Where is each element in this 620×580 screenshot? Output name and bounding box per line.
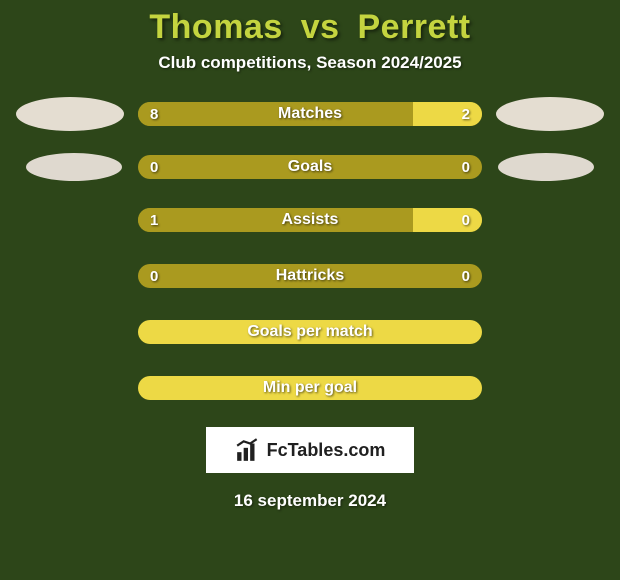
stat-label: Goals [138,155,482,179]
title-player1: Thomas [149,8,282,46]
stat-value-right: 0 [462,208,470,232]
stat-row: Goals per match [0,315,620,349]
stat-bar: Min per goal [138,376,482,400]
stat-label: Hattricks [138,264,482,288]
stat-rows: Matches82Goals00Assists10Hattricks00Goal… [0,97,620,405]
stat-value-left: 0 [150,155,158,179]
bar-chart-icon [235,437,261,463]
stat-value-right: 0 [462,155,470,179]
stat-row: Hattricks0 0 [0,259,620,293]
stat-bar: Goals per match [138,320,482,344]
subtitle: Club competitions, Season 2024/2025 [158,53,461,73]
stat-value-right: 0 [462,264,470,288]
stat-value-right: 2 [462,102,470,126]
stat-label: Matches [138,102,482,126]
title: Thomas vs Perrett [149,8,470,47]
stat-label: Min per goal [138,376,482,400]
stat-bar: Assists1 0 [138,208,482,232]
stat-row: Goals0 0 [0,153,620,181]
stat-label: Goals per match [138,320,482,344]
stat-row: Min per goal [0,371,620,405]
stat-bar: Goals0 0 [138,155,482,179]
title-vs: vs [301,8,340,46]
title-player2: Perrett [357,8,470,46]
team-marker-left [26,153,122,181]
team-marker-right [496,97,604,131]
comparison-infographic: Thomas vs Perrett Club competitions, Sea… [0,0,620,511]
logo-box: FcTables.com [206,427,414,473]
stat-bar: Hattricks0 0 [138,264,482,288]
stat-row: Assists1 0 [0,203,620,237]
team-marker-right [498,153,594,181]
date: 16 september 2024 [234,491,386,511]
stat-value-left: 0 [150,264,158,288]
stat-bar: Matches8 2 [138,102,482,126]
logo-text: FcTables.com [267,440,386,461]
stat-value-left: 1 [150,208,158,232]
stat-label: Assists [138,208,482,232]
stat-row: Matches8 2 [0,97,620,131]
team-marker-left [16,97,124,131]
stat-value-left: 8 [150,102,158,126]
